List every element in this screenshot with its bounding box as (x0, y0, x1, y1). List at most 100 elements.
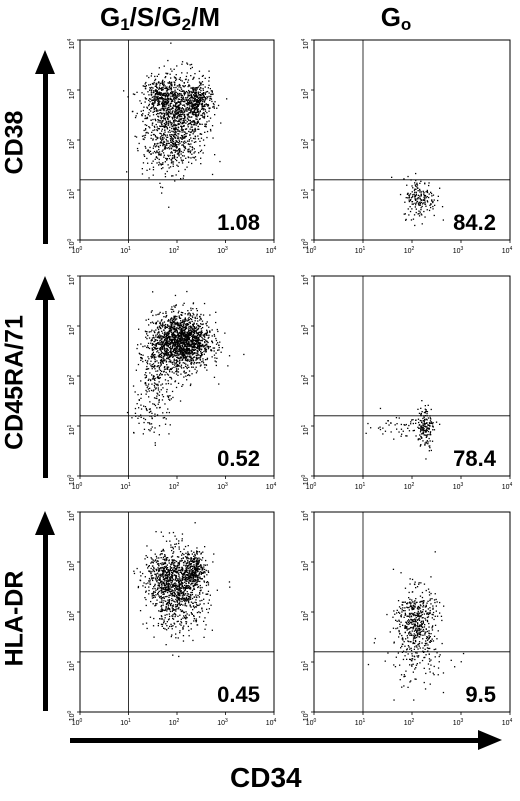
event-dot (201, 353, 203, 356)
event-dot (163, 352, 165, 354)
event-dot (206, 96, 208, 98)
event-dot (142, 623, 144, 625)
event-dot (419, 197, 421, 199)
event-dot (184, 570, 186, 572)
event-dot (169, 343, 172, 345)
event-dot (183, 90, 185, 92)
event-dot (149, 146, 151, 149)
event-dot (164, 588, 167, 591)
event-dot (143, 582, 145, 584)
event-dot (193, 352, 196, 354)
event-dot (183, 149, 185, 151)
event-dot (193, 342, 195, 344)
event-dot (182, 113, 184, 115)
event-dot (159, 125, 162, 128)
event-dot (205, 334, 207, 336)
event-dot (158, 394, 160, 396)
event-dot (420, 193, 422, 195)
event-dot (188, 349, 191, 351)
event-dot (147, 379, 149, 381)
event-dot (181, 63, 183, 65)
event-dot (165, 342, 167, 344)
event-dot (195, 358, 198, 360)
event-dot (169, 126, 171, 128)
event-dot (169, 338, 171, 341)
event-dot (154, 365, 156, 367)
event-dot (181, 125, 183, 128)
event-dot (170, 83, 172, 85)
event-dot (153, 397, 156, 399)
event-dot (401, 433, 403, 435)
event-dot (173, 317, 175, 319)
event-dot (179, 119, 181, 121)
event-dot (184, 545, 187, 548)
event-dot (160, 112, 162, 114)
event-dot (184, 320, 186, 322)
event-dot (155, 321, 158, 324)
event-dot (190, 87, 192, 89)
event-dot (400, 435, 402, 437)
event-dot (190, 157, 192, 159)
event-dot (166, 574, 168, 576)
event-dot (414, 198, 416, 200)
event-dot (193, 110, 195, 112)
event-dot (135, 369, 137, 371)
event-dot (193, 615, 195, 618)
event-dot (176, 365, 178, 367)
event-dot (166, 95, 169, 97)
event-dot (205, 126, 207, 128)
event-dot (201, 610, 204, 612)
y-tick-label: 101 (301, 424, 310, 435)
event-dot (196, 582, 198, 584)
event-dot (150, 75, 152, 77)
event-dot (204, 108, 206, 111)
event-dot (180, 320, 182, 322)
event-dot (182, 98, 185, 100)
event-dot (432, 208, 434, 210)
event-dot (192, 347, 195, 349)
event-dot (170, 338, 172, 340)
event-dot (155, 113, 158, 116)
event-dot (183, 134, 186, 136)
event-dot (163, 102, 166, 104)
event-dot (195, 579, 197, 582)
event-dot (194, 156, 197, 158)
event-dot (182, 356, 185, 358)
event-dot (431, 440, 434, 442)
event-dot (177, 334, 180, 337)
event-dot (429, 422, 431, 425)
event-dot (183, 370, 185, 372)
event-dot (171, 595, 173, 597)
event-dot (183, 354, 185, 356)
event-dot (188, 107, 191, 110)
event-dot (171, 113, 173, 115)
event-dot (166, 103, 169, 105)
event-dot (179, 340, 182, 343)
event-dot (160, 362, 162, 364)
event-dot (415, 435, 417, 437)
event-dot (172, 341, 174, 344)
event-dot (165, 418, 167, 420)
event-dot (180, 322, 182, 324)
event-dot (198, 349, 200, 351)
event-dot (169, 359, 171, 361)
event-dot (173, 563, 175, 565)
event-dot (172, 351, 174, 353)
event-dot (180, 79, 182, 81)
event-dot (426, 196, 428, 198)
event-dot (147, 334, 149, 337)
event-dot (184, 92, 186, 94)
event-dot (172, 590, 174, 592)
event-dot (415, 202, 418, 204)
event-dot (157, 350, 159, 352)
event-dot (132, 93, 135, 95)
event-dot (170, 308, 172, 310)
event-dot (167, 109, 169, 111)
event-dot (173, 135, 175, 138)
event-dot (158, 146, 160, 148)
event-dot (175, 98, 177, 100)
event-dot (164, 338, 166, 341)
event-dot (183, 376, 185, 378)
event-dot (174, 115, 176, 117)
event-dot (205, 91, 207, 93)
